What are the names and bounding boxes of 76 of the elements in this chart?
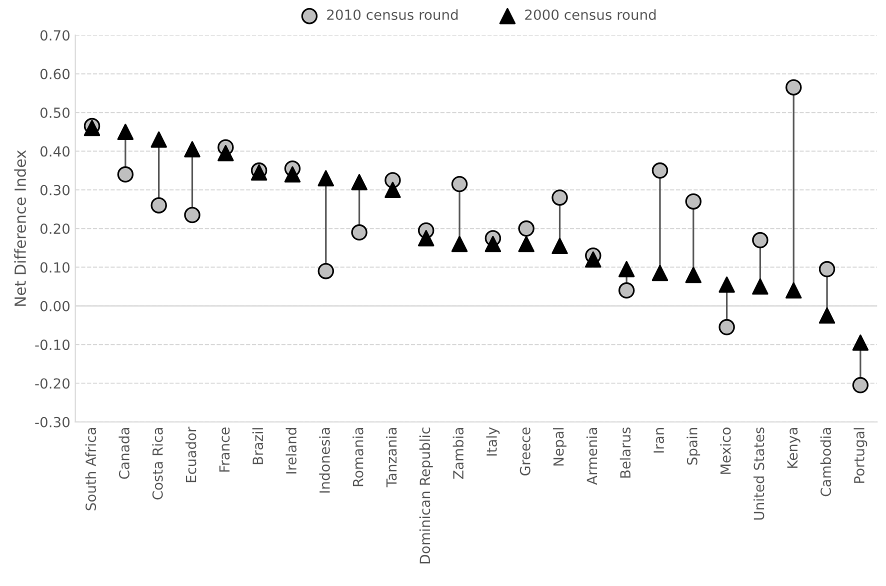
point [351,224,368,241]
point [618,261,635,278]
point [685,266,702,284]
point [552,238,568,254]
point [284,166,301,183]
x-tick-label: Greece [520,428,530,476]
x-tick-label: Armenia [586,428,598,485]
x-tick-label: Brazil [252,428,264,464]
y-tick-label: 0.60 [40,68,70,80]
x-tick-label: Zambia [452,428,464,479]
y-tick-label: -0.30 [35,416,70,428]
x-tick-label: Kenya [787,428,800,468]
point [618,282,635,299]
x-tick-label: Cambodia [820,428,832,496]
point [117,166,134,183]
point [418,230,434,246]
x-tick-label: South Africa [85,428,96,510]
x-tick-label: Ecuador [186,426,196,482]
point [518,220,534,237]
point [718,276,735,293]
y-tick-label: 0.70 [40,30,70,41]
point [117,124,134,140]
x-tick-label: Dominican Republic [419,428,433,564]
x-tick-label: Portugal [854,428,868,483]
y-axis-title: Net Difference Index [14,150,26,306]
point [384,182,401,198]
y-tick-label: 0.40 [40,146,70,157]
point [150,131,167,148]
x-tick-label: Mexico [720,428,731,474]
point [518,236,534,252]
x-tick-label: Italy [486,427,500,456]
point [718,319,735,336]
x-tick-label: Nepal [553,428,566,466]
y-tick-label: -0.20 [35,378,70,389]
x-tick-label: Ireland [286,428,296,474]
point [150,197,167,214]
point [786,282,802,299]
x-tick-label: Indonesia [319,428,330,493]
y-tick-label: 0.50 [40,107,70,118]
point [786,79,802,96]
y-tick-label: 0.10 [40,262,70,273]
point [852,334,869,351]
x-tick-label: United States [753,427,764,520]
point [318,170,334,186]
point [552,189,568,206]
x-tick-label: Costa Rica [152,428,163,500]
y-tick-label: -0.10 [35,340,70,350]
point [184,206,200,224]
point [818,261,836,278]
x-tick-label: Iran [654,428,664,453]
y-tick-label: 0.30 [40,184,70,196]
x-tick-label: Belarus [620,427,631,478]
x-tick-label: Romania [352,428,364,486]
point [652,162,668,179]
point [685,193,702,210]
legend-label: 2000 census round [525,9,656,20]
point [318,262,334,280]
legend-label: 2010 census round [327,9,458,20]
point [752,232,768,248]
x-tick-label: France [219,428,230,472]
point [484,236,502,252]
point [451,236,468,252]
point [852,377,869,394]
point [585,251,602,268]
x-tick-label: Canada [118,428,130,479]
point [752,278,768,295]
point [351,174,368,190]
point [818,307,836,324]
point [451,176,468,192]
y-tick-label: 0.00 [40,300,70,312]
x-tick-label: Tanzania [386,428,397,488]
point [218,145,234,162]
y-tick-label: 0.20 [40,224,70,234]
point [184,141,200,158]
point [652,264,668,282]
x-tick-label: Spain [686,428,700,465]
